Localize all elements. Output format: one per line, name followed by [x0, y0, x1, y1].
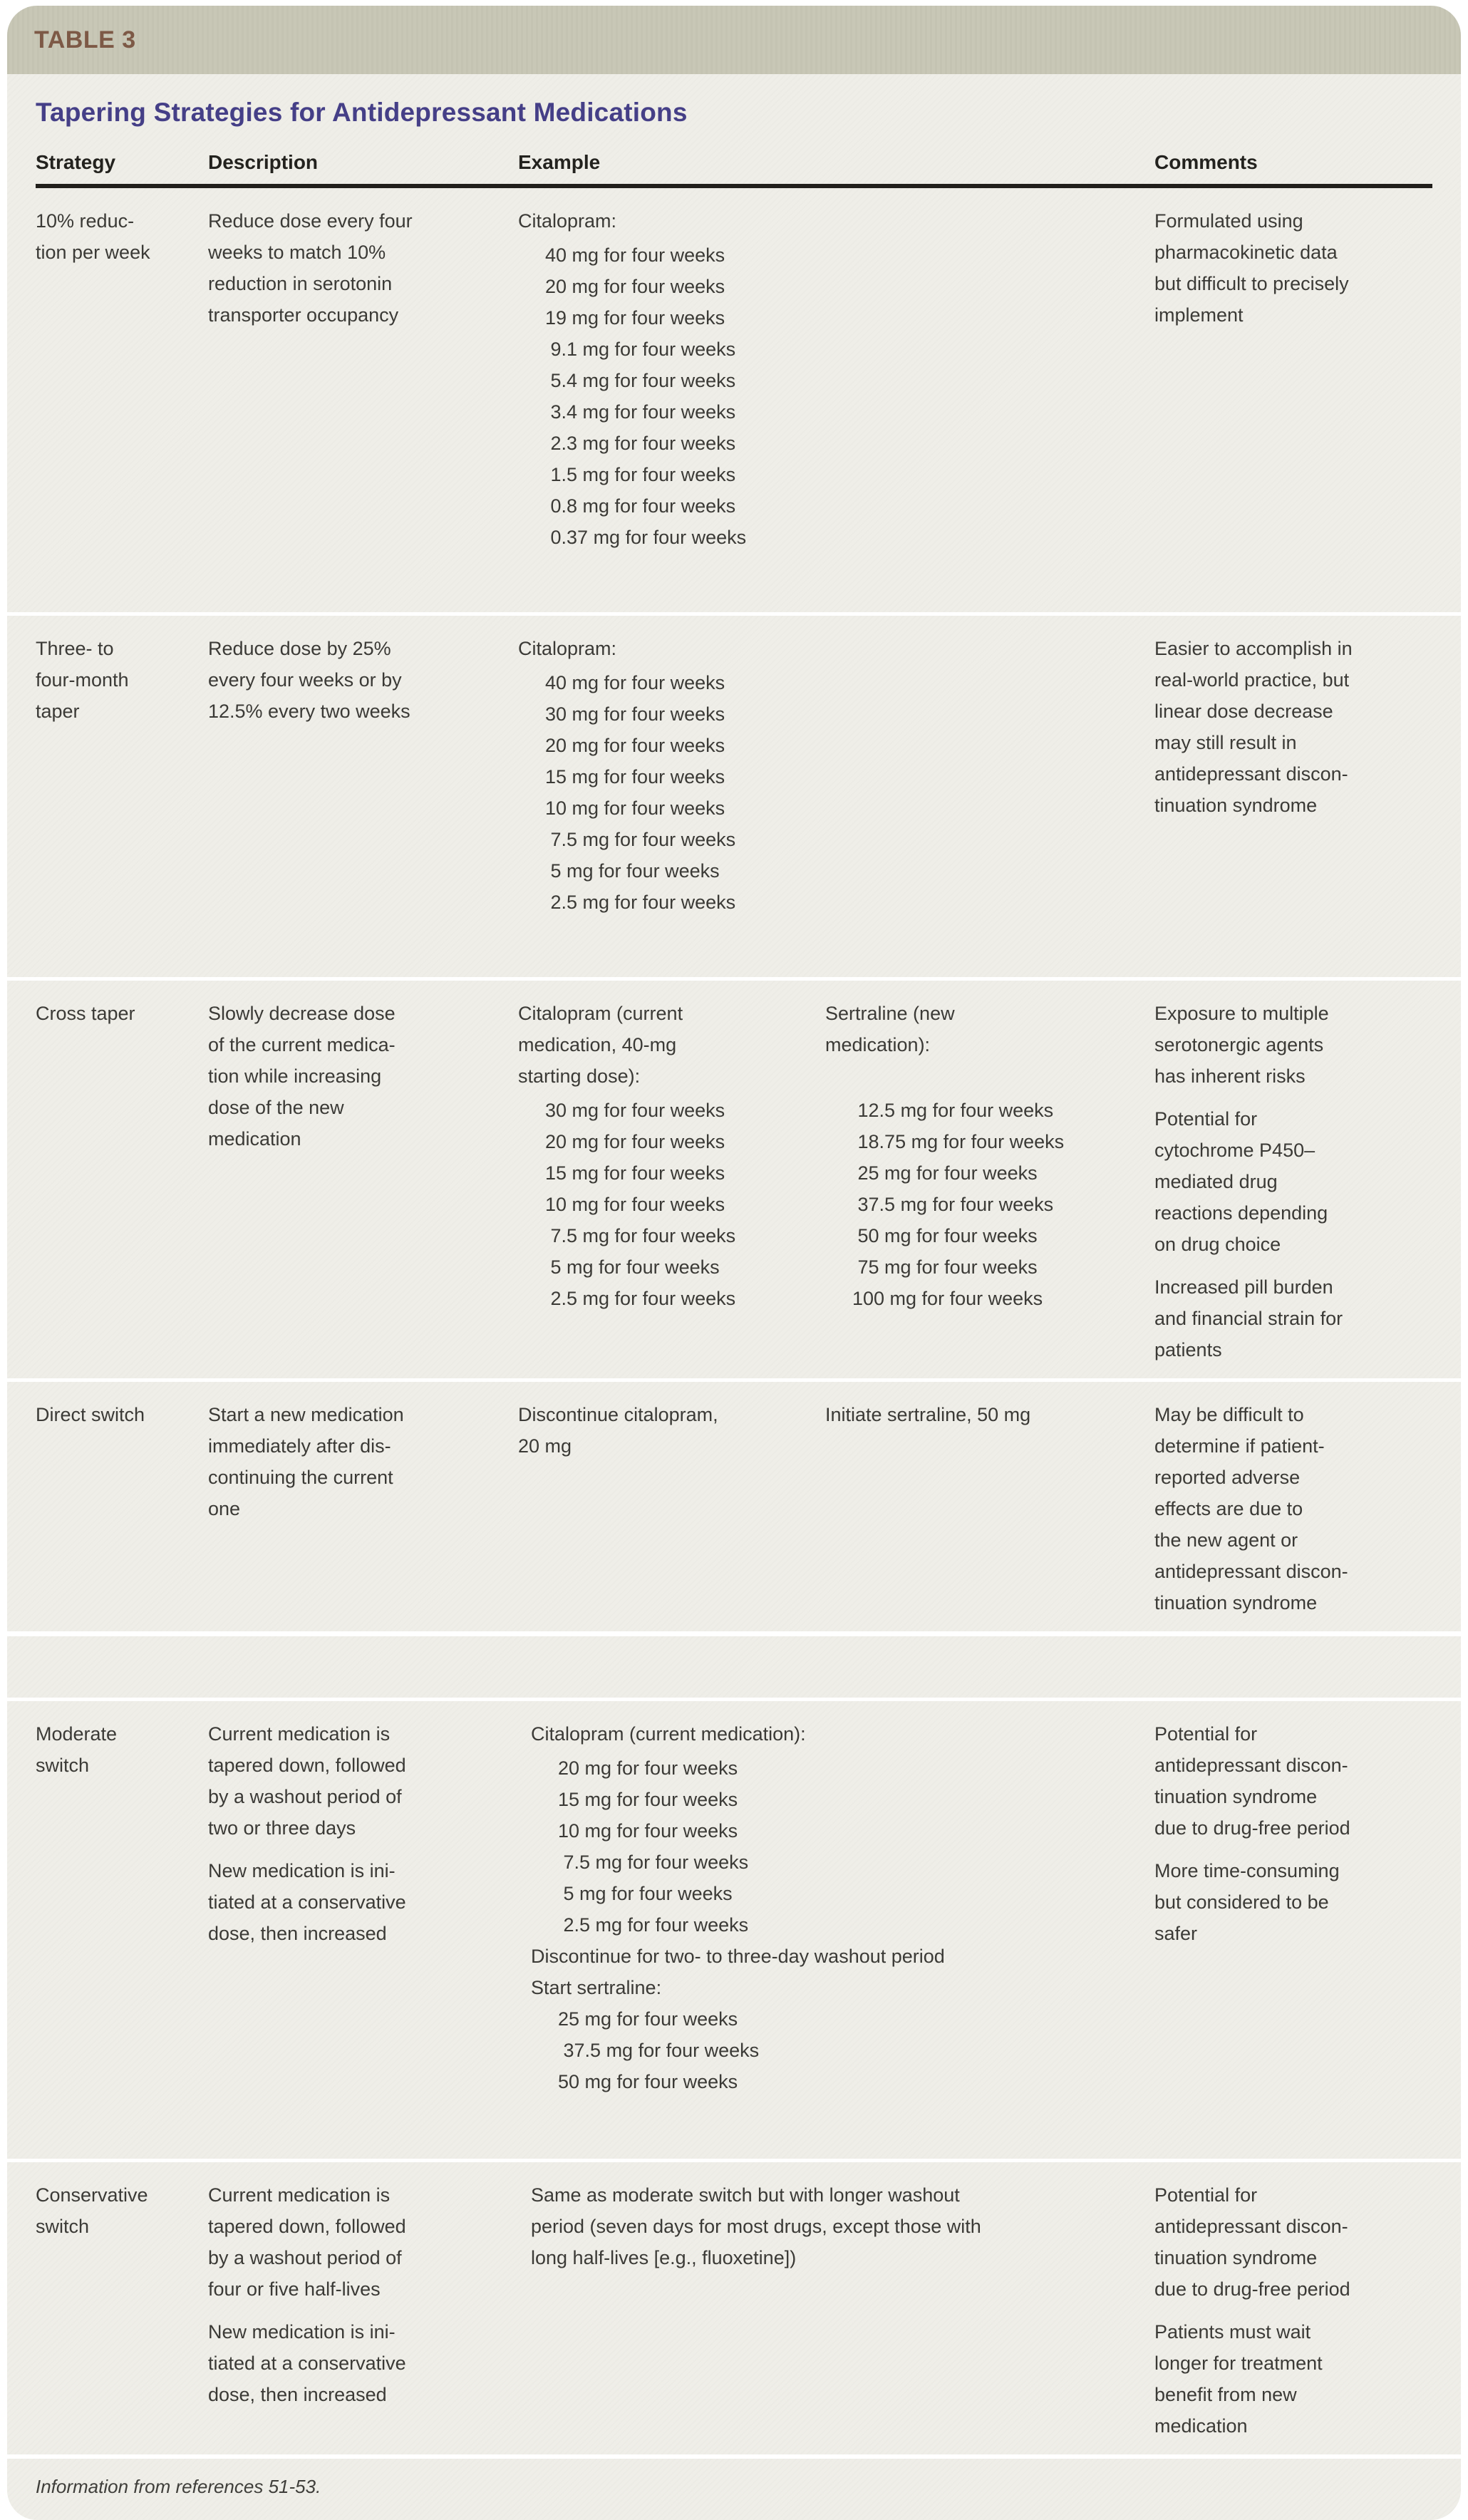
- description-text: New medication is ini- tiated at a conse…: [208, 1860, 406, 1944]
- description-cell: Slowly decrease dose of the current medi…: [208, 998, 518, 1365]
- table-row-cross-taper: Cross taper Slowly decrease dose of the …: [7, 977, 1461, 1378]
- section-divider: [7, 1631, 1461, 1698]
- strategy-cell: Cross taper: [36, 1003, 135, 1024]
- comments-cell: Exposure to multiple serotonergic agents…: [1154, 998, 1432, 1365]
- dose-list: 40 mg for four weeks 30 mg for four week…: [545, 672, 736, 913]
- comment-text: Potential for antidepressant discon- tin…: [1154, 2184, 1350, 2300]
- dose-list: 25 mg for four weeks 37.5 mg for four we…: [558, 2008, 760, 2092]
- example-drug-header: Citalopram:: [518, 638, 617, 659]
- strategy-cell: Moderate switch: [36, 1723, 118, 1776]
- table-row-10-percent-reduction: 10% reduc- tion per week Reduce dose eve…: [7, 188, 1461, 612]
- footnote-text: Information from references 51-53.: [36, 2476, 321, 2497]
- comment-text: Potential for antidepressant discon- tin…: [1154, 1723, 1350, 1839]
- table-label: TABLE 3: [34, 26, 136, 53]
- description-text: Slowly decrease dose of the current medi…: [208, 1003, 396, 1150]
- example-new-medication-cell: Initiate sertraline, 50 mg: [825, 1399, 1154, 1618]
- comment-text: Easier to accomplish in real-world pract…: [1154, 638, 1353, 816]
- comment-text: More time-consuming but considered to be…: [1154, 1860, 1340, 1944]
- example-text: Discontinue citalopram, 20 mg: [518, 1404, 718, 1457]
- description-text: Reduce dose by 25% every four weeks or b…: [208, 638, 410, 722]
- example-drug-header: Sertraline (new medication):: [825, 1003, 955, 1055]
- example-text: Same as moderate switch but with longer …: [531, 2184, 981, 2268]
- comment-text: Potential for cytochrome P450– mediated …: [1154, 1108, 1328, 1255]
- comments-cell: Potential for antidepressant discon- tin…: [1154, 1718, 1432, 2146]
- table-footnote: Information from references 51-53.: [7, 2454, 1461, 2520]
- table-row-three-to-four-month-taper: Three- to four-month taper Reduce dose b…: [7, 612, 1461, 977]
- dose-list: 12.5 mg for four weeks 18.75 mg for four…: [852, 1100, 1065, 1309]
- strategy-cell: Conservative switch: [36, 2184, 148, 2237]
- description-text: Current medication is tapered down, foll…: [208, 1723, 406, 1839]
- comment-text: Formulated using pharmacokinetic data bu…: [1154, 210, 1349, 326]
- example-current-medication-cell: Discontinue citalopram, 20 mg: [518, 1399, 825, 1618]
- description-cell: Start a new medication immediately after…: [208, 1399, 518, 1618]
- comment-text: May be difficult to determine if patient…: [1154, 1404, 1348, 1613]
- dose-list: 40 mg for four weeks 20 mg for four week…: [545, 244, 747, 548]
- example-drug-header: Citalopram (current medication):: [531, 1723, 806, 1745]
- description-cell: Reduce dose by 25% every four weeks or b…: [208, 633, 518, 964]
- comment-text: Patients must wait longer for treatment …: [1154, 2321, 1323, 2437]
- dose-list: 30 mg for four weeks 20 mg for four week…: [545, 1100, 736, 1309]
- table-label-band: TABLE 3: [7, 6, 1461, 74]
- table-card: TABLE 3 Tapering Strategies for Antidepr…: [7, 6, 1461, 2520]
- example-cell: Same as moderate switch but with longer …: [518, 2179, 1154, 2442]
- column-header-row: Strategy Description Example Comments: [7, 128, 1461, 184]
- description-text: New medication is ini- tiated at a conse…: [208, 2321, 406, 2405]
- example-drug-header: Citalopram:: [518, 210, 617, 232]
- description-cell: Reduce dose every four weeks to match 10…: [208, 205, 518, 599]
- description-cell: Current medication is tapered down, foll…: [208, 1718, 518, 2146]
- table-row-direct-switch: Direct switch Start a new medication imm…: [7, 1378, 1461, 1631]
- example-text: Initiate sertraline, 50 mg: [825, 1404, 1031, 1425]
- example-cell: Citalopram (current medication): 20 mg f…: [518, 1718, 1154, 2146]
- description-text: Current medication is tapered down, foll…: [208, 2184, 406, 2300]
- strategy-cell: Direct switch: [36, 1404, 145, 1425]
- example-new-medication-cell: Sertraline (new medication): 12.5 mg for…: [825, 998, 1154, 1365]
- example-drug-header: Citalopram (current medication, 40-mg st…: [518, 1003, 683, 1087]
- comment-text: Increased pill burden and financial stra…: [1154, 1276, 1343, 1360]
- comments-cell: Formulated using pharmacokinetic data bu…: [1154, 205, 1432, 599]
- description-text: Start a new medication immediately after…: [208, 1404, 404, 1519]
- washout-note: Discontinue for two- to three-day washou…: [531, 1946, 945, 1967]
- column-header-comments: Comments: [1154, 151, 1258, 173]
- strategy-cell: Three- to four-month taper: [36, 638, 129, 722]
- comments-cell: May be difficult to determine if patient…: [1154, 1399, 1432, 1618]
- example-cell: Citalopram: 40 mg for four weeks 20 mg f…: [518, 205, 1154, 599]
- strategy-cell: 10% reduc- tion per week: [36, 210, 150, 263]
- example-cell: Citalopram: 40 mg for four weeks 30 mg f…: [518, 633, 1154, 964]
- comment-text: Exposure to multiple serotonergic agents…: [1154, 1003, 1329, 1087]
- table-row-conservative-switch: Conservative switch Current medication i…: [7, 2159, 1461, 2454]
- comments-cell: Easier to accomplish in real-world pract…: [1154, 633, 1432, 964]
- example-current-medication-cell: Citalopram (current medication, 40-mg st…: [518, 998, 825, 1365]
- column-header-example: Example: [518, 151, 601, 173]
- table-title: Tapering Strategies for Antidepressant M…: [36, 98, 688, 127]
- description-cell: Current medication is tapered down, foll…: [208, 2179, 518, 2442]
- dose-list: 20 mg for four weeks 15 mg for four week…: [558, 1757, 749, 1936]
- description-text: Reduce dose every four weeks to match 10…: [208, 210, 413, 326]
- column-header-description: Description: [208, 151, 319, 173]
- comments-cell: Potential for antidepressant discon- tin…: [1154, 2179, 1432, 2442]
- start-sertraline-header: Start sertraline:: [531, 1977, 662, 1998]
- table-row-moderate-switch: Moderate switch Current medication is ta…: [7, 1698, 1461, 2159]
- column-header-strategy: Strategy: [36, 151, 116, 173]
- header-rule: [36, 184, 1432, 188]
